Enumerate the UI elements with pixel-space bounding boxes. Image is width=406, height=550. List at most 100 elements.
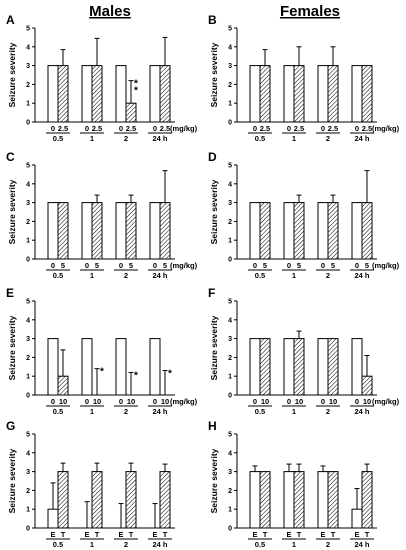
bar-a-g3-s0: [149, 65, 161, 123]
males-title: Males: [89, 3, 131, 20]
bar-label-b: 2.5: [260, 124, 270, 133]
panel-label-g: G: [6, 419, 15, 433]
y-tick-label-c: 4: [26, 181, 30, 188]
group-label-d: 24 h: [354, 271, 369, 280]
bar-f-g0-s0: [249, 338, 261, 396]
bar-label-h: E: [320, 530, 325, 539]
bar-a-g1-s0: [81, 65, 93, 123]
unit-label-f: (mg/kg): [372, 397, 400, 406]
group-label-f: 24 h: [354, 407, 369, 416]
bar-c-g3-s1: [159, 202, 171, 260]
group-label-h: 2: [326, 540, 330, 549]
y-tick-label-g: 2: [26, 488, 30, 495]
bar-d-g1-s1: [293, 202, 305, 260]
unit-label-e: (mg/kg): [170, 397, 198, 406]
bar-label-e: 10: [93, 397, 101, 406]
group-label-b: 2: [326, 134, 330, 143]
y-tick-label-g: 0: [26, 526, 30, 533]
y-tick-label-g: 1: [26, 507, 30, 514]
panel-label-c: C: [6, 150, 15, 164]
y-tick-label-e: 0: [26, 393, 30, 400]
bar-b-g2-s0: [317, 65, 329, 123]
unit-label-b: (mg/kg): [372, 124, 400, 133]
bar-b-g3-s0: [351, 65, 363, 123]
group-label-a: 1: [90, 134, 94, 143]
bar-h-g1-s0: [283, 471, 295, 529]
y-tick-label-h: 5: [228, 432, 232, 439]
bar-f-g2-s0: [317, 338, 329, 396]
group-label-d: 0.5: [255, 271, 265, 280]
unit-label-a: (mg/kg): [170, 124, 198, 133]
females-title: Females: [280, 3, 340, 20]
bar-d-g0-s1: [259, 202, 271, 260]
y-tick-label-e: 3: [26, 336, 30, 343]
bar-h-g0-s1: [259, 471, 271, 529]
y-tick-label-a: 0: [26, 120, 30, 127]
y-tick-label-e: 1: [26, 374, 30, 381]
y-axis-label-b: Seizure severity: [209, 42, 219, 107]
bar-g-g0-s0: [47, 508, 59, 529]
y-tick-label-f: 2: [228, 355, 232, 362]
group-label-e: 1: [90, 407, 94, 416]
bar-label-d: 5: [365, 261, 369, 270]
bar-a-g0-s1: [57, 65, 69, 123]
bar-b-g1-s0: [283, 65, 295, 123]
bar-label-g: E: [84, 530, 89, 539]
bar-label-a: 0: [85, 124, 89, 133]
bar-g-g1-s1: [91, 471, 103, 529]
bar-label-b: 0: [287, 124, 291, 133]
y-tick-label-g: 5: [26, 432, 30, 439]
bar-label-c: 0: [119, 261, 123, 270]
significance-marker-e: *: [100, 367, 104, 378]
y-axis-label-g: Seizure severity: [7, 448, 17, 513]
bar-label-h: E: [354, 530, 359, 539]
group-label-g: 2: [124, 540, 128, 549]
bar-label-h: T: [263, 530, 268, 539]
y-tick-label-b: 0: [228, 120, 232, 127]
bar-label-d: 0: [355, 261, 359, 270]
bar-e-g2-s0: [115, 338, 127, 396]
y-tick-label-c: 5: [26, 163, 30, 170]
bar-label-g: T: [129, 530, 134, 539]
bar-label-d: 5: [331, 261, 335, 270]
bar-f-g1-s1: [293, 338, 305, 396]
bar-d-g1-s0: [283, 202, 295, 260]
group-label-g: 0.5: [53, 540, 63, 549]
bar-label-f: 10: [363, 397, 371, 406]
bar-label-b: 2.5: [362, 124, 372, 133]
bar-f-g3-s1: [361, 375, 373, 396]
bar-b-g0-s0: [249, 65, 261, 123]
y-tick-label-g: 4: [26, 450, 30, 457]
bar-c-g1-s0: [81, 202, 93, 260]
y-tick-label-d: 0: [228, 257, 232, 264]
bar-label-c: 0: [153, 261, 157, 270]
bar-d-g2-s1: [327, 202, 339, 260]
bar-label-h: E: [252, 530, 257, 539]
bar-h-g3-s0: [351, 508, 363, 529]
bar-label-e: 10: [127, 397, 135, 406]
bar-label-f: 0: [321, 397, 325, 406]
group-label-h: 0.5: [255, 540, 265, 549]
bar-label-f: 10: [261, 397, 269, 406]
bar-e-g1-s0: [81, 338, 93, 396]
bar-label-h: E: [286, 530, 291, 539]
y-axis-label-c: Seizure severity: [7, 179, 17, 244]
y-tick-label-f: 0: [228, 393, 232, 400]
group-label-c: 1: [90, 271, 94, 280]
bar-f-g1-s0: [283, 338, 295, 396]
y-tick-label-c: 3: [26, 200, 30, 207]
bar-f-g2-s1: [327, 338, 339, 396]
bar-label-b: 0: [355, 124, 359, 133]
bar-label-a: 2.5: [126, 124, 136, 133]
bar-label-b: 0: [321, 124, 325, 133]
y-tick-label-f: 3: [228, 336, 232, 343]
y-tick-label-h: 2: [228, 488, 232, 495]
y-tick-label-g: 3: [26, 469, 30, 476]
group-label-f: 0.5: [255, 407, 265, 416]
y-tick-label-b: 4: [228, 44, 232, 51]
y-tick-label-b: 5: [228, 26, 232, 33]
